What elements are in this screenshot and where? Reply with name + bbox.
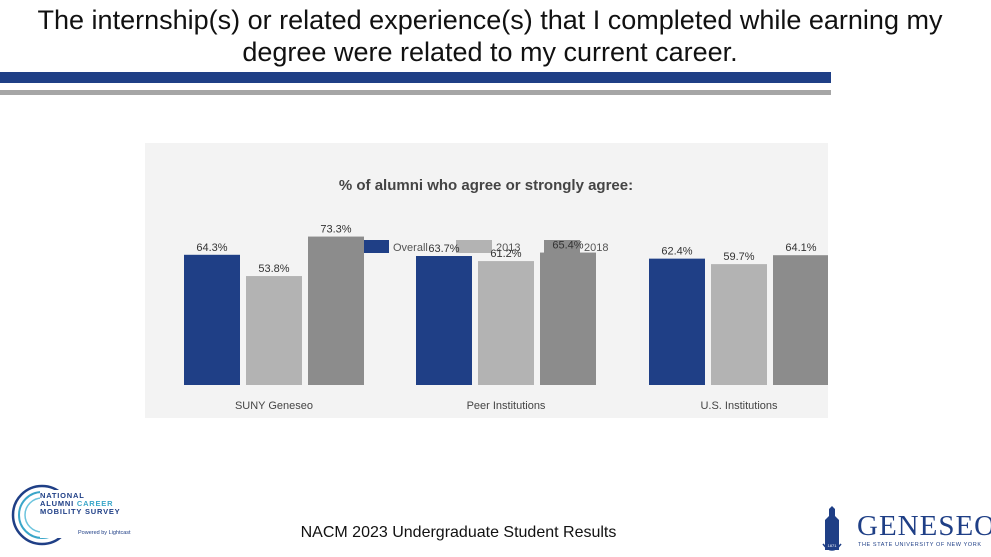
nacm-line2a: ALUMNI: [40, 499, 77, 508]
bar-chart: % of alumni who agree or strongly agree:…: [184, 177, 828, 412]
chart-bar-labels: 64.3% 53.8% 73.3% 63.7% 61.2% 65.4% 62.4% 59.7%…: [196, 224, 816, 275]
slide-title: The internship(s) or related experience(…: [37, 5, 943, 67]
bar-label-2018-2: 64.1%: [785, 242, 816, 254]
footer-text: NACM 2023 Undergraduate Student Results: [300, 524, 617, 541]
category-label-2: U.S. Institutions: [700, 400, 778, 412]
geneseo-seal-icon: 1871: [822, 506, 842, 551]
bar-label-overall-2: 62.4%: [661, 246, 692, 258]
bar-label-overall-1: 63.7%: [428, 243, 459, 255]
bar-2018-2: [773, 255, 828, 385]
bar-overall-1: [416, 256, 472, 385]
footer-caption: NACM 2023 Undergraduate Student Results: [0, 524, 991, 542]
bar-2018-0: [308, 236, 364, 385]
category-label-1: Peer Institutions: [467, 400, 546, 412]
chart-title: % of alumni who agree or strongly agree:: [339, 177, 633, 194]
nacm-line1: NATIONAL: [40, 491, 85, 500]
bar-label-2018-0: 73.3%: [320, 224, 351, 236]
bar-2013-0: [246, 276, 302, 385]
nacm-wordmark: NATIONAL ALUMNI CAREER MOBILITY SURVEY: [40, 492, 121, 516]
bar-label-2013-2: 59.7%: [723, 251, 754, 263]
nacm-logo: [11, 484, 150, 546]
legend-swatch-2018: [544, 240, 580, 253]
nacm-line2b: CAREER: [76, 499, 114, 508]
bar-overall-2: [649, 258, 705, 385]
title-rule-gray: [0, 90, 831, 95]
nacm-ring-cutout: [40, 490, 150, 538]
legend-label-overall: Overall: [393, 242, 428, 254]
legend-swatch-2013: [456, 240, 492, 253]
bar-2018-1: [540, 252, 596, 385]
legend-label-2018: 2018: [584, 242, 608, 254]
bar-label-2013-1: 61.2%: [490, 248, 521, 260]
chart-bars: [184, 236, 828, 385]
title-rule-blue: [0, 72, 831, 83]
nacm-powered-by: Powered by Lightcast: [78, 530, 131, 536]
bar-2013-2: [711, 264, 767, 385]
bar-label-2018-1: 65.4%: [552, 240, 583, 252]
geneseo-shield-arc: [822, 543, 842, 551]
bar-overall-0: [184, 254, 240, 385]
geneseo-year: 1871: [828, 543, 838, 548]
bar-label-overall-0: 64.3%: [196, 242, 227, 254]
category-label-0: SUNY Geneseo: [235, 400, 313, 412]
chart-legend: Overall 2013 2018: [353, 240, 608, 254]
geneseo-wordmark: GENESEO: [857, 510, 991, 542]
geneseo-tower-icon: [825, 506, 839, 550]
nacm-line3: MOBILITY SURVEY: [40, 507, 121, 516]
geneseo-tagline: THE STATE UNIVERSITY OF NEW YORK: [858, 542, 982, 548]
bar-2013-1: [478, 261, 534, 385]
legend-label-2013: 2013: [496, 242, 520, 254]
bar-label-2013-0: 53.8%: [258, 263, 289, 275]
chart-category-labels: SUNY Geneseo Peer Institutions U.S. Instit…: [235, 400, 778, 412]
